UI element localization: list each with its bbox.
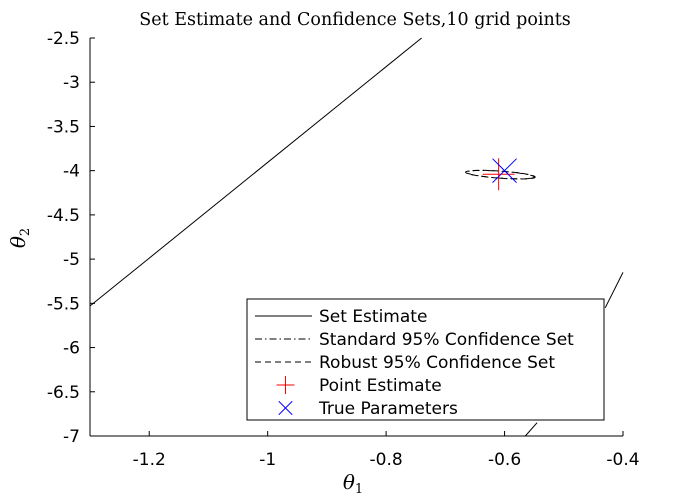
legend-item: True Parameters [278, 399, 458, 419]
legend-label: Set Estimate [319, 307, 427, 327]
x-tick-label: -1 [259, 450, 276, 470]
y-tick-label: -4.5 [47, 206, 80, 226]
legend-marker [276, 376, 295, 394]
legend-box [246, 298, 605, 421]
legend: Set Estimate Standard 95% Confidence Set R… [246, 298, 605, 421]
point-estimate-marker [482, 158, 515, 191]
robust-confidence-ellipse [465, 169, 536, 180]
y-tick-label: -5 [63, 250, 80, 270]
x-tick-label: -1.2 [133, 450, 166, 470]
chart-title: Set Estimate and Confidence Sets,10 grid… [139, 10, 571, 30]
y-tick-label: -6.5 [47, 383, 80, 403]
y-ticks: -2.5 -3 -3.5 -4 -4.5 -5 -5.5 -6 -6.5 -7 [47, 29, 95, 447]
y-tick-label: -4 [63, 162, 80, 182]
legend-marker [278, 400, 293, 416]
y-tick-label: -2.5 [47, 29, 80, 49]
y-tick-label: -6 [63, 339, 80, 359]
x-axis-label: θ1 [343, 470, 363, 497]
legend-item: Set Estimate [255, 307, 427, 327]
y-tick-label: -3.5 [47, 117, 80, 137]
true-parameters-marker [492, 158, 517, 184]
legend-item: Standard 95% Confidence Set [255, 330, 574, 350]
x-tick-label: -0.4 [606, 450, 639, 470]
y-tick-label: -5.5 [47, 294, 80, 314]
set-estimate-line [604, 272, 624, 309]
y-tick-label: -3 [63, 73, 80, 93]
legend-label: Standard 95% Confidence Set [319, 330, 574, 350]
legend-label: Point Estimate [319, 376, 442, 396]
set-estimate-line [89, 37, 422, 307]
legend-label: True Parameters [318, 399, 458, 419]
y-axis-label: θ2 [6, 228, 33, 248]
y-tick-label: -7 [63, 427, 80, 447]
legend-label: Robust 95% Confidence Set [319, 353, 555, 373]
x-tick-label: -0.8 [370, 450, 403, 470]
x-tick-label: -0.6 [488, 450, 521, 470]
legend-item: Point Estimate [276, 376, 442, 396]
set-estimate-line [524, 422, 538, 437]
series-layer [89, 37, 624, 437]
x-ticks: -1.2 -1 -0.8 -0.6 -0.4 [133, 431, 640, 470]
legend-item: Robust 95% Confidence Set [255, 353, 555, 373]
